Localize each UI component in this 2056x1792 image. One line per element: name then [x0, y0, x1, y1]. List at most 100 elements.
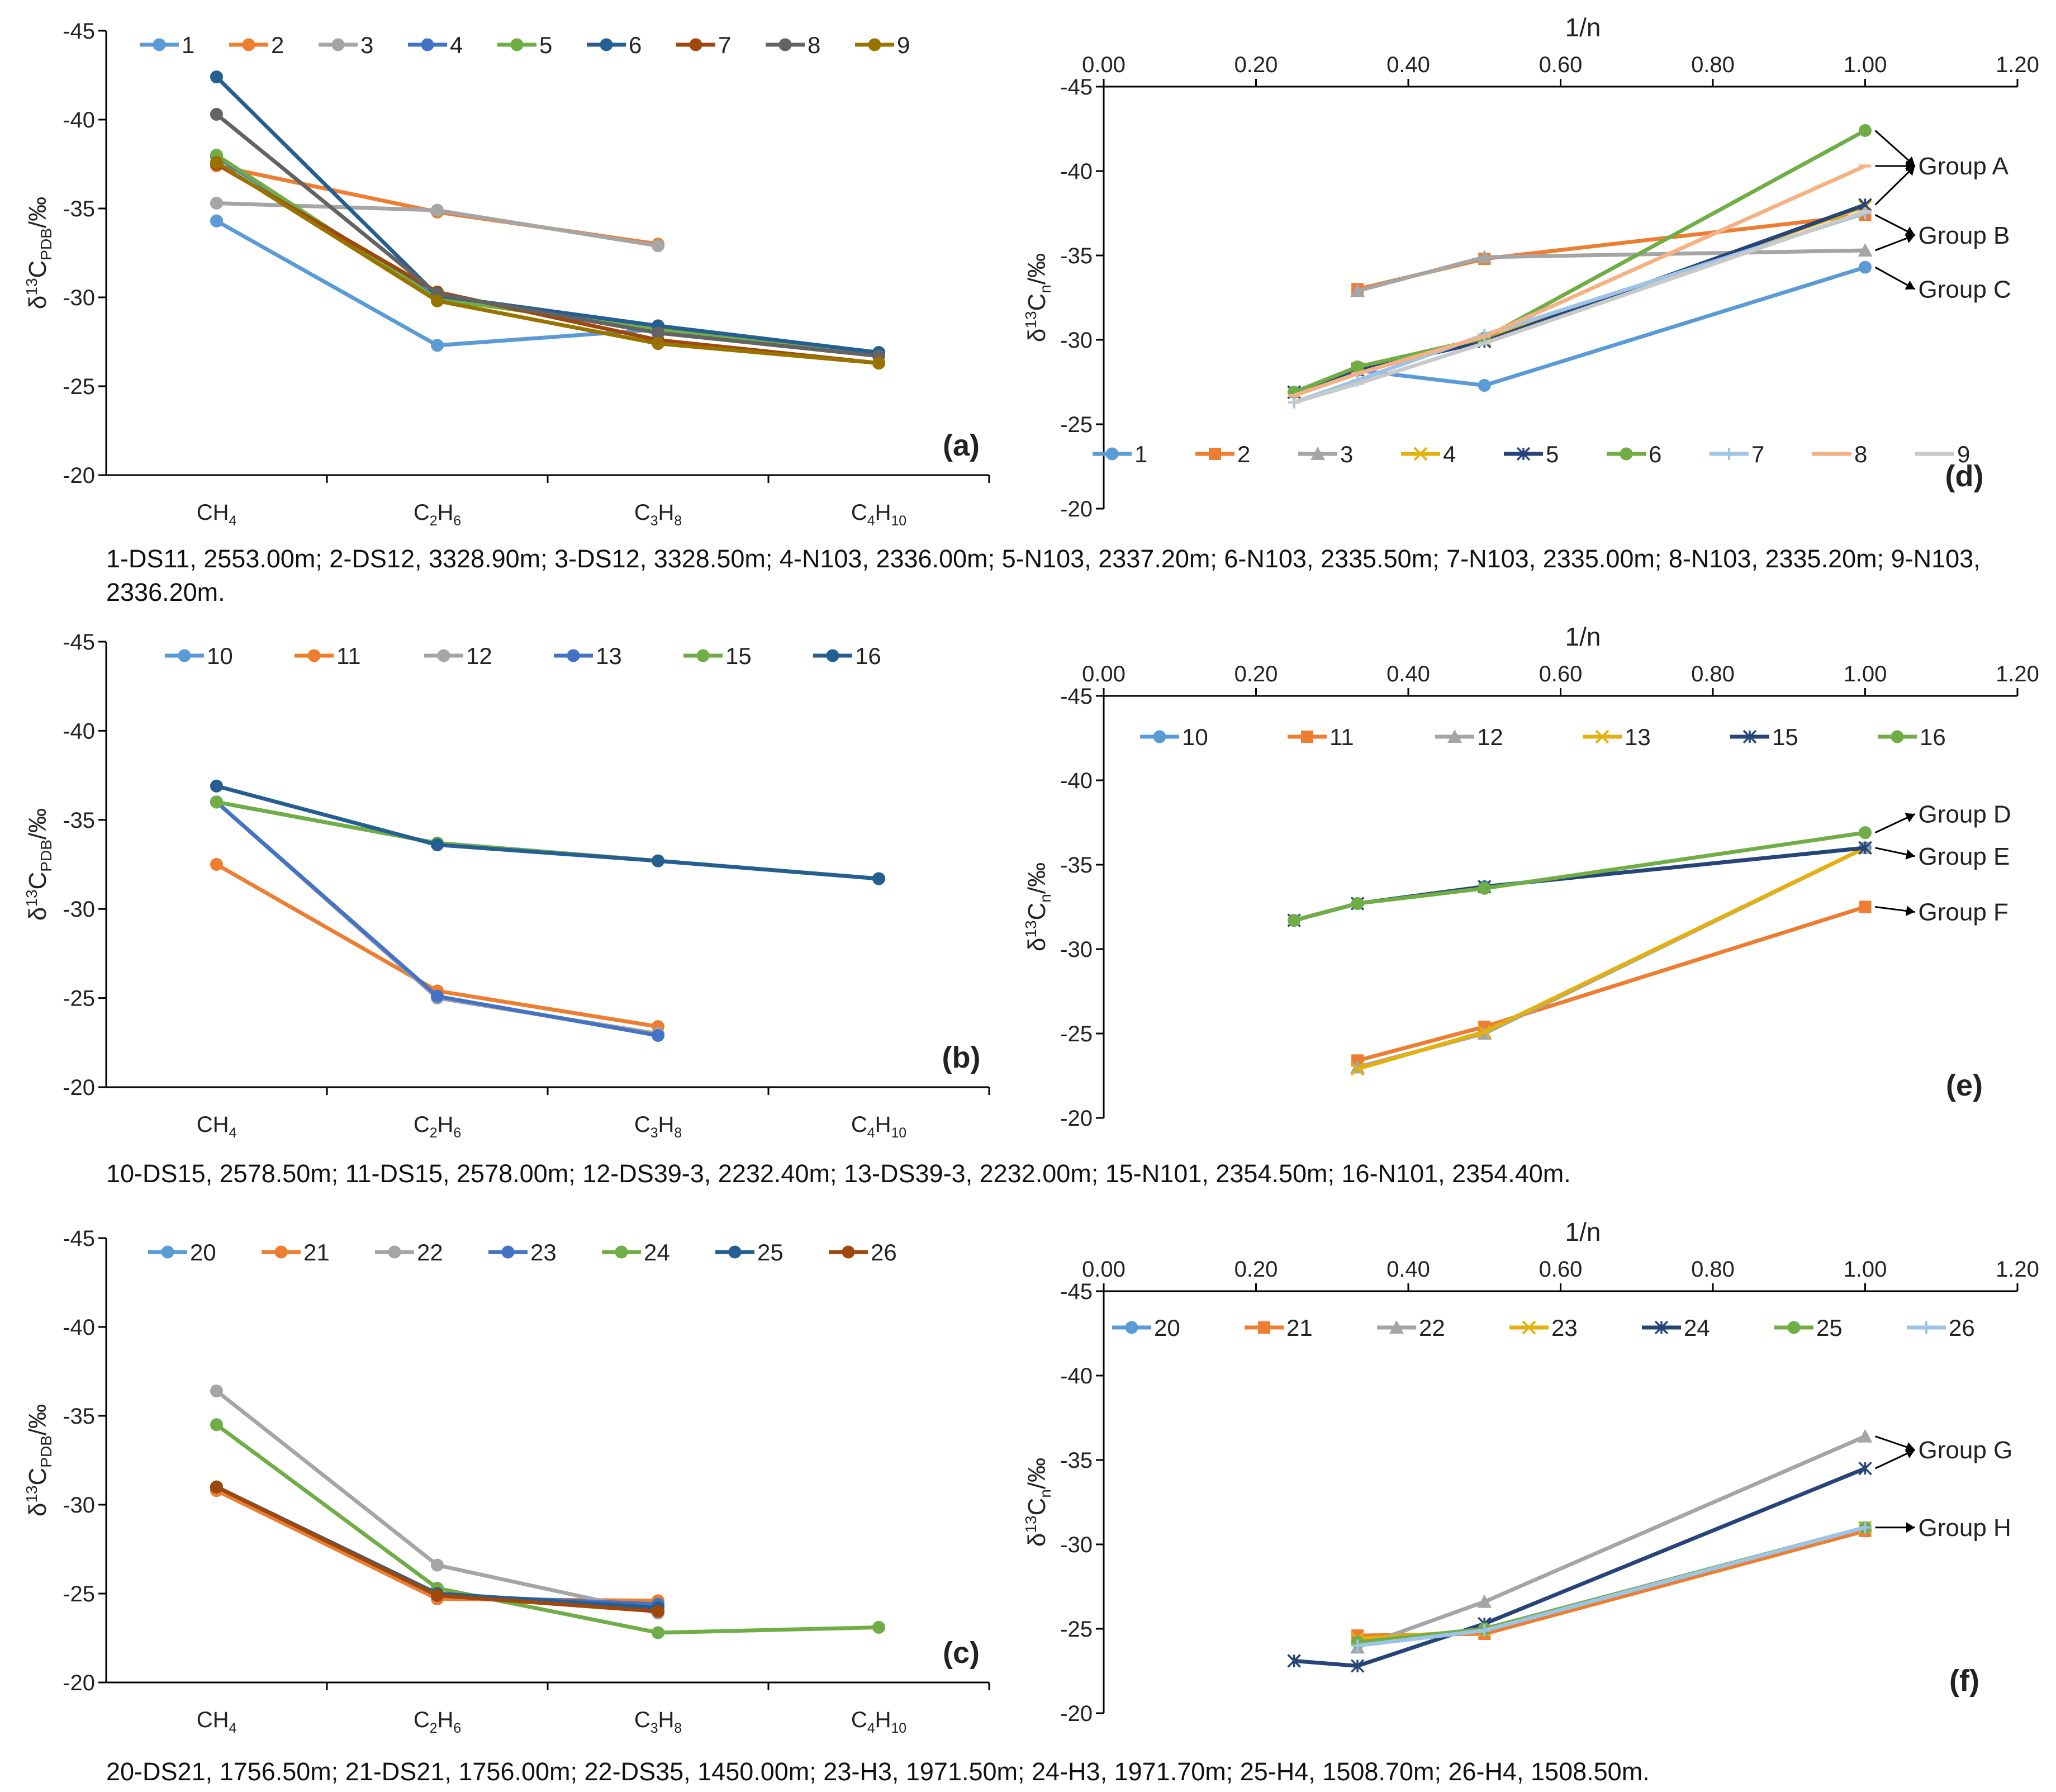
legend-marker [696, 649, 710, 662]
legend-item-13: 13 [554, 643, 622, 669]
panel-label: (b) [942, 1041, 981, 1074]
legend-label: 3 [360, 32, 373, 58]
y-tick-label: -25 [1060, 1022, 1093, 1046]
y-axis-label: δ13CPDB/‰ [23, 197, 55, 309]
y-tick-label: -30 [1060, 937, 1093, 962]
legend-label: 26 [1949, 1315, 1975, 1341]
legend-item-15: 15 [683, 643, 752, 669]
series-line-9 [215, 160, 879, 366]
legend-label: 6 [629, 32, 642, 58]
legend-label: 6 [1649, 441, 1661, 467]
point-26 [1478, 1624, 1491, 1637]
group-label-text: Group A [1919, 153, 2009, 180]
y-tick-label: -35 [63, 808, 95, 833]
legend-marker [1742, 729, 1757, 744]
y-tick-label: -20 [1060, 497, 1093, 522]
x-tick-label: 1.20 [1996, 662, 2039, 686]
series-8 [1288, 164, 1872, 397]
x-tick-label: 0.00 [1082, 662, 1126, 686]
y-tick-label: -40 [1060, 1364, 1093, 1388]
legend-item-20: 20 [1112, 1315, 1180, 1341]
point-3 [210, 196, 223, 210]
point-26 [1351, 1639, 1364, 1652]
legend-item-2: 2 [229, 32, 284, 58]
legend-label: 25 [1816, 1315, 1843, 1341]
panel-label: (e) [1946, 1069, 1983, 1102]
y-axis-label: δ13CPDB/‰ [23, 808, 55, 921]
series-line-8 [1293, 164, 1866, 397]
series-16 [210, 779, 885, 885]
panel-d: -45 -40 -35 -30 -25 -20 δ13Cn/‰ 0.00 0.20 0.40 0.6… [1022, 13, 2039, 522]
y-tick-label: -20 [1060, 1701, 1093, 1726]
legend-marker [1920, 1321, 1932, 1334]
group-label-text: Group D [1919, 800, 2011, 828]
legend-marker [1413, 447, 1428, 461]
x-category-label: CH4 [197, 500, 237, 529]
y-tick-label: -40 [1060, 769, 1093, 793]
legend-item-6: 6 [1607, 441, 1661, 467]
group-label-text: Group E [1919, 843, 2010, 870]
legend-item-9: 9 [855, 32, 910, 58]
point-22 [1858, 1429, 1873, 1443]
legend-marker [510, 38, 524, 51]
legend-label: 8 [808, 32, 820, 58]
x-category-label: C3H8 [634, 1708, 682, 1736]
x-category-label: C4H10 [851, 500, 906, 529]
series-line-15 [1293, 846, 1865, 923]
legend-marker [388, 1245, 401, 1259]
point-8 [210, 107, 223, 121]
legend-item-15: 15 [1730, 724, 1798, 750]
legend-item-20: 20 [148, 1239, 216, 1265]
legend-label: 1 [182, 32, 194, 58]
y-tick-label: -20 [63, 463, 95, 488]
y-tick-label: -45 [1060, 1279, 1093, 1304]
x-tick-label: 1.00 [1844, 53, 1887, 77]
legend-item-1: 1 [140, 32, 194, 58]
group-arrowhead [1905, 813, 1915, 823]
panel-label: (d) [1945, 459, 1984, 493]
series-line-13 [1357, 846, 1867, 1071]
legend-marker [331, 38, 345, 51]
legend-marker [1258, 1321, 1270, 1334]
legend-label: 20 [1154, 1315, 1180, 1341]
point-12 [1350, 1060, 1365, 1074]
y-tick-label: -20 [63, 1075, 95, 1100]
series-3 [210, 196, 664, 253]
x-tick-label: 0.80 [1691, 662, 1735, 686]
group-arrowhead [1905, 849, 1915, 860]
series-21 [1351, 1524, 1872, 1642]
legend-marker [1787, 1321, 1801, 1334]
x-tick-label: 0.40 [1387, 53, 1430, 77]
legend-marker [1891, 730, 1904, 743]
legend-item-12: 12 [1435, 724, 1503, 750]
point-6 [210, 70, 223, 84]
y-tick-label: -40 [1060, 159, 1093, 184]
y-tick-label: -35 [1060, 1448, 1093, 1473]
point-16 [872, 872, 885, 885]
legend-marker [600, 38, 613, 51]
legend-item-21: 21 [262, 1239, 330, 1265]
x-category-label: CH4 [197, 1112, 237, 1141]
group-label-text: Group C [1919, 276, 2011, 303]
legend-label: 13 [1625, 724, 1651, 750]
legend-label: 13 [596, 643, 622, 669]
legend-item-13: 13 [1583, 724, 1651, 750]
legend-label: 2 [1237, 441, 1250, 467]
x-tick-label: 0.20 [1234, 662, 1278, 686]
legend-item-24: 24 [602, 1239, 670, 1265]
legend-label: 11 [336, 643, 361, 669]
legend-marker [826, 649, 839, 662]
legend-label: 4 [1443, 441, 1456, 467]
series-25 [1351, 1521, 1872, 1649]
legend-label: 21 [303, 1239, 330, 1265]
point-11 [1859, 900, 1872, 913]
legend-marker [689, 38, 702, 51]
x-tick-label: 0.00 [1082, 53, 1126, 77]
point-16 [431, 838, 444, 851]
group-arrowhead [1905, 226, 1915, 236]
group-arrowhead [1905, 280, 1915, 290]
x-tick-label: 0.40 [1387, 662, 1430, 686]
group-arrow [1874, 165, 1916, 206]
legend-item-26: 26 [829, 1239, 897, 1265]
